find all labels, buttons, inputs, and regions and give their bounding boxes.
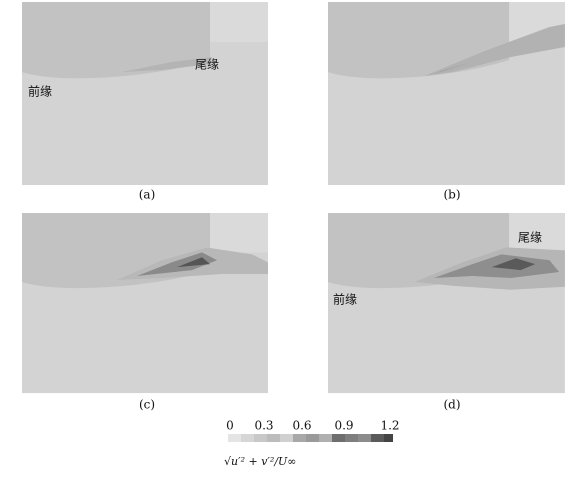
colorbar-tick: 0: [226, 419, 234, 433]
panel-a: [22, 2, 268, 185]
panel-c: [22, 213, 268, 394]
colorbar-tick: 1.2: [380, 419, 399, 433]
panel-label: (c): [139, 398, 155, 412]
annotation: 前缘: [28, 84, 52, 99]
panel-label: (d): [443, 398, 460, 412]
panel-label: (b): [443, 188, 460, 202]
colorbar-tick: 0.9: [334, 419, 353, 433]
colorbar-tick: 0.3: [254, 419, 273, 433]
colorbar: [228, 434, 393, 442]
panel-b: [328, 2, 565, 185]
annotation: 尾缘: [518, 231, 542, 245]
colorbar-tick: 0.6: [292, 419, 311, 433]
colorbar-label: √u′² + v′²/U∞: [224, 455, 296, 468]
annotation: 前缘: [333, 292, 357, 307]
panel-label: (a): [139, 188, 156, 202]
panel-d: [328, 213, 565, 394]
annotation: 尾缘: [195, 58, 219, 72]
